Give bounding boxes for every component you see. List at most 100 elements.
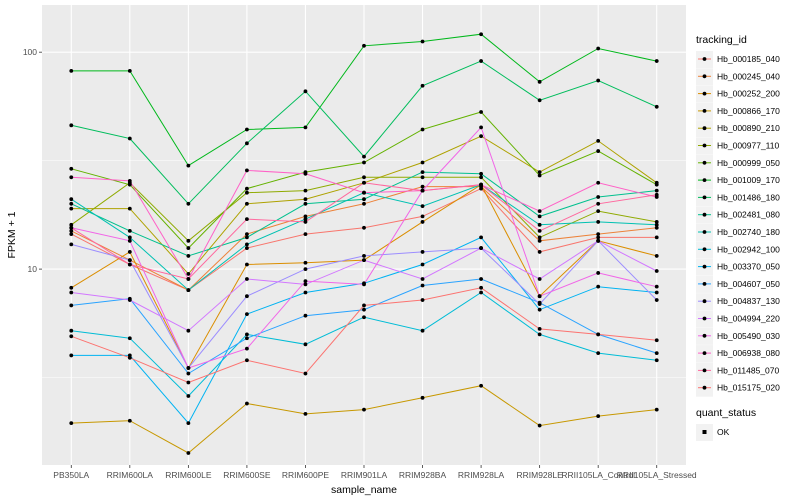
data-point: [303, 188, 308, 193]
legend-label: Hb_000999_050: [717, 158, 780, 168]
data-point: [245, 346, 249, 351]
y-tick-label: 100: [23, 47, 37, 57]
data-point: [362, 407, 366, 412]
data-point: [479, 235, 483, 240]
legend-label: Hb_006938_080: [717, 348, 780, 358]
data-point: [127, 336, 132, 341]
legend-label: Hb_000977_110: [717, 141, 780, 151]
data-point: [69, 328, 74, 333]
data-points: [69, 32, 659, 455]
legend-label: Hb_000185_040: [717, 54, 780, 64]
data-point: [69, 285, 74, 290]
legend-point-swatch: [702, 143, 707, 148]
data-point: [596, 201, 601, 206]
data-point: [245, 246, 249, 250]
data-point: [127, 250, 132, 254]
data-point: [69, 201, 74, 206]
data-point: [420, 175, 425, 180]
data-point: [654, 188, 659, 193]
data-point: [362, 225, 366, 230]
data-point: [127, 182, 132, 187]
legend-label: Hb_004994_220: [717, 314, 780, 324]
data-point: [127, 298, 132, 302]
data-point: [479, 383, 483, 388]
data-point: [186, 201, 191, 206]
legend-shape-items: OK: [696, 424, 730, 441]
data-point: [596, 332, 601, 337]
data-point: [479, 59, 483, 63]
data-point: [127, 206, 132, 211]
legend-item: Hb_004837_130: [696, 293, 780, 311]
data-point: [654, 284, 659, 289]
data-point: [362, 315, 366, 320]
data-point: [186, 238, 191, 243]
legend-label: Hb_004607_050: [717, 279, 780, 289]
data-point: [596, 235, 601, 240]
data-point: [537, 79, 542, 84]
data-point: [596, 238, 601, 243]
data-point: [69, 334, 74, 339]
data-point: [245, 332, 249, 337]
y-axis-ticks: 10 100: [23, 47, 42, 274]
data-point: [303, 171, 308, 176]
data-point: [362, 303, 366, 308]
data-point: [245, 401, 249, 406]
data-point: [69, 290, 74, 295]
data-point: [186, 421, 191, 426]
data-point: [127, 258, 132, 263]
data-point: [245, 168, 249, 173]
data-point: [186, 246, 191, 250]
data-point: [420, 188, 425, 193]
data-point: [186, 254, 191, 258]
data-point: [303, 371, 308, 376]
legend-label: Hb_000890_210: [717, 123, 780, 133]
data-point: [420, 250, 425, 254]
x-tick-label: RRII105LA_Control: [561, 470, 635, 480]
legend-point-swatch: [702, 247, 707, 252]
data-point: [420, 39, 425, 44]
legend-item: Hb_001486_180: [696, 189, 780, 207]
data-point: [245, 201, 249, 206]
data-point: [420, 283, 425, 288]
data-point: [654, 59, 659, 63]
data-point: [127, 136, 132, 141]
data-point: [420, 83, 425, 88]
data-point: [537, 170, 542, 175]
data-point: [127, 229, 132, 233]
data-point: [245, 127, 249, 132]
x-tick-label: RRII105LA_Stressed: [617, 470, 697, 480]
data-point: [537, 294, 542, 299]
legend-item: Hb_004994_220: [696, 310, 780, 328]
data-point: [186, 272, 191, 276]
data-point: [127, 355, 132, 360]
x-tick-label: RRIM901LA: [341, 470, 388, 480]
data-point: [420, 204, 425, 209]
data-point: [362, 190, 366, 195]
data-point: [479, 246, 483, 250]
data-point: [69, 421, 74, 426]
x-tick-label: PB350LA: [53, 470, 89, 480]
data-point: [654, 269, 659, 273]
legend-label: Hb_002942_100: [717, 244, 780, 254]
data-point: [186, 451, 191, 455]
data-point: [420, 220, 425, 224]
legend-item: Hb_002942_100: [696, 241, 780, 259]
legend-item: Hb_006938_080: [696, 345, 780, 363]
data-point: [245, 336, 249, 341]
data-point: [654, 290, 659, 295]
legend-label: Hb_002481_080: [717, 210, 780, 220]
data-point: [69, 206, 74, 211]
legend-point-swatch: [702, 109, 707, 113]
legend-item: Hb_011485_070: [696, 362, 780, 380]
y-tick-label: 10: [28, 264, 38, 274]
data-point: [69, 222, 74, 227]
data-point: [596, 351, 601, 355]
data-point: [245, 235, 249, 240]
data-point: [420, 170, 425, 175]
data-point: [479, 182, 483, 187]
x-tick-label: RRIM928BA: [399, 470, 447, 480]
data-point: [245, 358, 249, 363]
data-point: [596, 78, 601, 83]
legend-item: OK: [696, 424, 730, 441]
